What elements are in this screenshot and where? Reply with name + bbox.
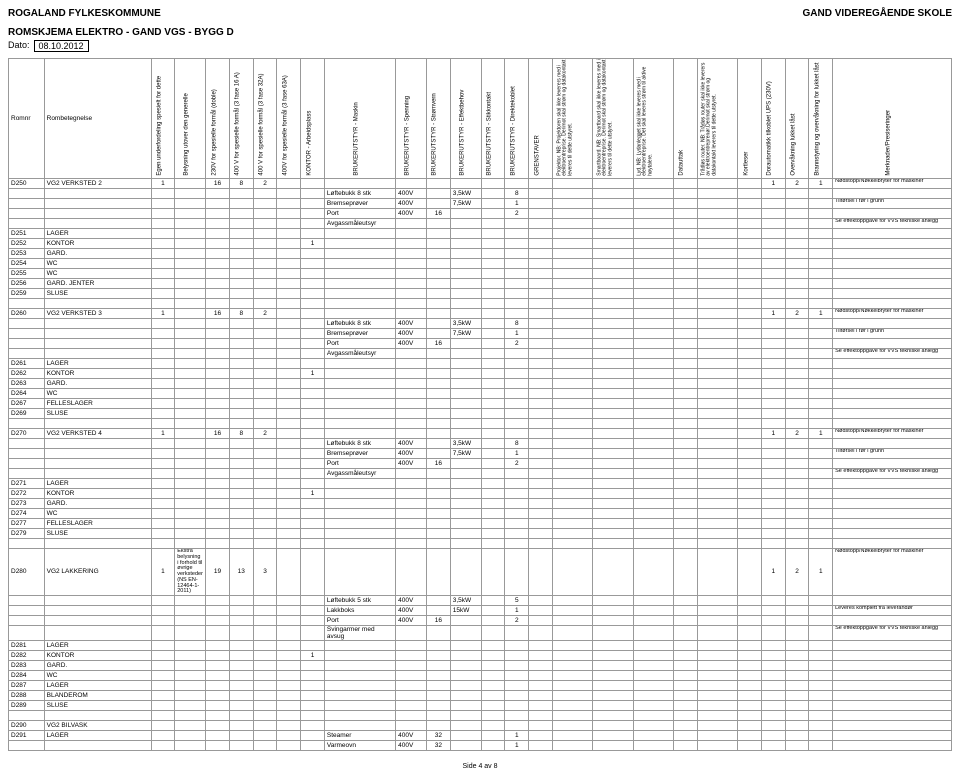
- table-row: Bremseprøver400V7,5kW1Tilførsel i rør i …: [9, 449, 952, 459]
- th-beteg: Rombetegnelse: [44, 59, 151, 179]
- date-value: 08.10.2012: [34, 40, 89, 52]
- th-c11: BRUKERUTSTYR - Effektbehov: [450, 59, 481, 179]
- th-c14: GRENSTAVER: [529, 59, 553, 179]
- th-c24: Merknader/Presiseringer: [833, 59, 952, 179]
- table-row: Port400V162: [9, 616, 952, 626]
- table-row: D255WC: [9, 269, 952, 279]
- page-footer: Side 4 av 8: [8, 763, 952, 770]
- table-row: D289SLUSE: [9, 701, 952, 711]
- th-c20: Kortleser: [738, 59, 762, 179]
- table-row: Svingarmer med avsugSe effektoppgave for…: [9, 626, 952, 641]
- table-row: D280VG2 LAKKERING1Ekstra belysning i for…: [9, 549, 952, 596]
- table-row: D287LAGER: [9, 681, 952, 691]
- table-row: Bremseprøver400V7,5kW1Tilførsel i rør i …: [9, 329, 952, 339]
- header-left: ROGALAND FYLKESKOMMUNE: [8, 8, 161, 19]
- table-row: Løftebukk 8 stk400V3,5kW8: [9, 439, 952, 449]
- th-c12: BRUKERUTSTYR - Stikkontakt: [481, 59, 505, 179]
- table-row: D272KONTOR1: [9, 489, 952, 499]
- th-c1: Egen underfordeling spesielt for dette: [151, 59, 175, 179]
- th-c10: BRUKERUTSTYR - Strømvern: [427, 59, 451, 179]
- table-row: D260VG2 VERKSTED 311682121Nødstopp/Nøkke…: [9, 309, 952, 319]
- th-c6: 400V for spesielle formål (3 fase 63A): [277, 59, 301, 179]
- th-c9: BRUKERUTSTYR - Spenning: [396, 59, 427, 179]
- table-row: D264WC: [9, 389, 952, 399]
- table-row: D273GARD.: [9, 499, 952, 509]
- th-c4: 400 V for spesielle formål (3 fase 16 A): [229, 59, 253, 179]
- header-right: GAND VIDEREGÅENDE SKOLE: [803, 8, 952, 19]
- doc-title: ROMSKJEMA ELEKTRO - GAND VGS - BYGG D: [8, 27, 952, 38]
- romskjema-table: Romnr Rombetegnelse Egen underfordeling …: [8, 58, 952, 751]
- table-row: D254WC: [9, 259, 952, 269]
- table-row: D284WC: [9, 671, 952, 681]
- th-c7: KONTOR - Arbeidsplass: [301, 59, 325, 179]
- table-row: D253GARD.: [9, 249, 952, 259]
- table-row: Lakkboks400V15kW1Leveres komplett fra le…: [9, 606, 952, 616]
- table-row: Løftebukk 8 stk400V3,5kW8: [9, 319, 952, 329]
- table-row: Løftebukk 5 stk400V3,5kW5: [9, 596, 952, 606]
- table-row: AvgassmåleutsyrSe effektoppgave for VVS …: [9, 349, 952, 359]
- th-romnr: Romnr: [9, 59, 45, 179]
- table-row: Bremseprøver400V7,5kW1Tilførsel i rør i …: [9, 199, 952, 209]
- th-c13: BRUKERUTSTYR - Direktekoblet: [505, 59, 529, 179]
- date-row: Dato: 08.10.2012: [8, 40, 952, 52]
- table-row: D269SLUSE: [9, 409, 952, 419]
- table-row: D270VG2 VERKSTED 411682121Nødstopp/Nøkke…: [9, 429, 952, 439]
- table-row: Port400V162: [9, 339, 952, 349]
- table-row: Varmeovn400V321: [9, 741, 952, 751]
- table-row: [9, 419, 952, 429]
- table-row: D267FELLESLAGER: [9, 399, 952, 409]
- table-row: D282KONTOR1: [9, 651, 952, 661]
- th-c21: Dorautomatikk tilkoblet UPS (230V): [761, 59, 785, 179]
- table-row: D277FELLESLAGER: [9, 519, 952, 529]
- th-c18: Datauttak: [674, 59, 698, 179]
- table-row: D256GARD. JENTER: [9, 279, 952, 289]
- table-row: [9, 711, 952, 721]
- th-c3: 230V for spesielle formål (doble): [206, 59, 230, 179]
- th-c2: Belysning utover den generelle: [175, 59, 206, 179]
- table-row: D291LAGERSteamer400V321: [9, 731, 952, 741]
- table-row: [9, 539, 952, 549]
- table-row: D259SLUSE: [9, 289, 952, 299]
- table-row: AvgassmåleutsyrSe effektoppgave for VVS …: [9, 219, 952, 229]
- th-c16: Smartboard. NB: Smartboard skal ikke lev…: [593, 59, 633, 179]
- th-c5: 400 V for spesielle formål (3 fase 32A): [253, 59, 277, 179]
- table-row: D252KONTOR1: [9, 239, 952, 249]
- table-row: D263GARD.: [9, 379, 952, 389]
- date-label: Dato:: [8, 40, 30, 52]
- table-row: D261LAGER: [9, 359, 952, 369]
- table-row: Løftebukk 8 stk400V3,5kW8: [9, 189, 952, 199]
- table-row: Port400V162: [9, 209, 952, 219]
- table-row: D288BLANDEROM: [9, 691, 952, 701]
- table-row: D274WC: [9, 509, 952, 519]
- table-row: D251LAGER: [9, 229, 952, 239]
- table-row: [9, 299, 952, 309]
- table-row: AvgassmåleutsyrSe effektoppgave for VVS …: [9, 469, 952, 479]
- table-row: D290VG2 BILVASK: [9, 721, 952, 731]
- table-row: D279SLUSE: [9, 529, 952, 539]
- th-c15: Projektor. NB: Projektoren skal ikke lev…: [552, 59, 592, 179]
- th-c17: Lyd. NB: Lydanlegget skal ikke leveres m…: [633, 59, 673, 179]
- th-c8: BRUKERUTSTYR - Maskin: [324, 59, 395, 179]
- table-row: Port400V162: [9, 459, 952, 469]
- table-row: D283GARD.: [9, 661, 952, 671]
- table-row: D250VG2 VERKSTED 211682121Nødstopp/Nøkke…: [9, 179, 952, 189]
- table-row: D281LAGER: [9, 641, 952, 651]
- th-c23: Brannstyring og overvåkning for lukket l…: [809, 59, 833, 179]
- th-c22: Overvåkning lukket låst: [785, 59, 809, 179]
- th-c19: Trådløs router. NB: Trådøs router skal i…: [697, 59, 737, 179]
- table-row: D271LAGER: [9, 479, 952, 489]
- table-row: D262KONTOR1: [9, 369, 952, 379]
